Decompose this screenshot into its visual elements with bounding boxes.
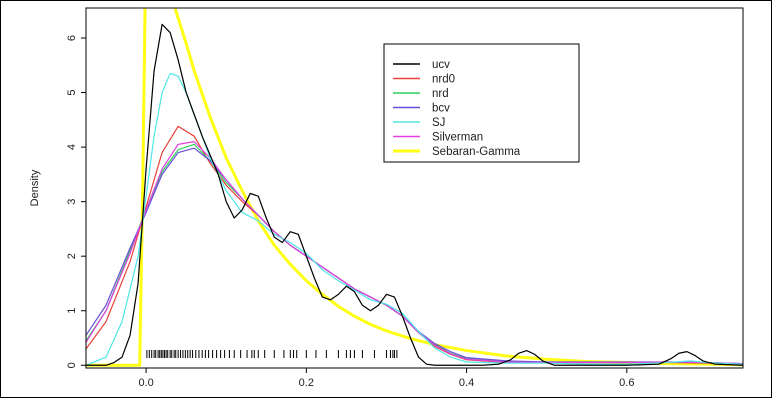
y-tick-label: 0	[66, 362, 78, 368]
legend-label: ucv	[432, 59, 450, 71]
y-axis-label: Density	[29, 169, 41, 206]
legend-label: nrd0	[432, 74, 455, 86]
y-tick-label: 5	[66, 89, 78, 95]
y-tick-label: 4	[66, 144, 78, 150]
x-tick-label: 0.4	[459, 377, 474, 389]
axes: 0.0 0.2 0.4 0.6 0 1 2 3 4 5 6	[66, 35, 634, 389]
series-line-sebaran-gamma	[86, 8, 743, 367]
y-tick-label: 1	[66, 308, 78, 314]
x-tick-label: 0.0	[138, 377, 153, 389]
x-tick-label: 0.6	[619, 377, 634, 389]
legend-label: SJ	[432, 117, 445, 129]
plot-frame	[85, 7, 744, 369]
legend-label: Silverman	[432, 132, 483, 144]
y-tick-label: 3	[66, 199, 78, 205]
series-line-ucv	[86, 23, 743, 366]
x-tick-label: 0.2	[299, 377, 314, 389]
legend-box	[383, 43, 580, 163]
y-tick-label: 2	[66, 253, 78, 259]
y-tick-label: 6	[66, 35, 78, 41]
legend-label: bcv	[432, 103, 450, 115]
series-line-sj	[86, 72, 743, 366]
density-curves	[86, 8, 743, 367]
legend: ucv nrd0 nrd bcv SJ Silverman Sebaran-Gamma	[383, 43, 580, 163]
rug-marks	[146, 350, 398, 358]
legend-label: nrd	[432, 88, 449, 100]
legend-label: Sebaran-Gamma	[432, 146, 521, 158]
